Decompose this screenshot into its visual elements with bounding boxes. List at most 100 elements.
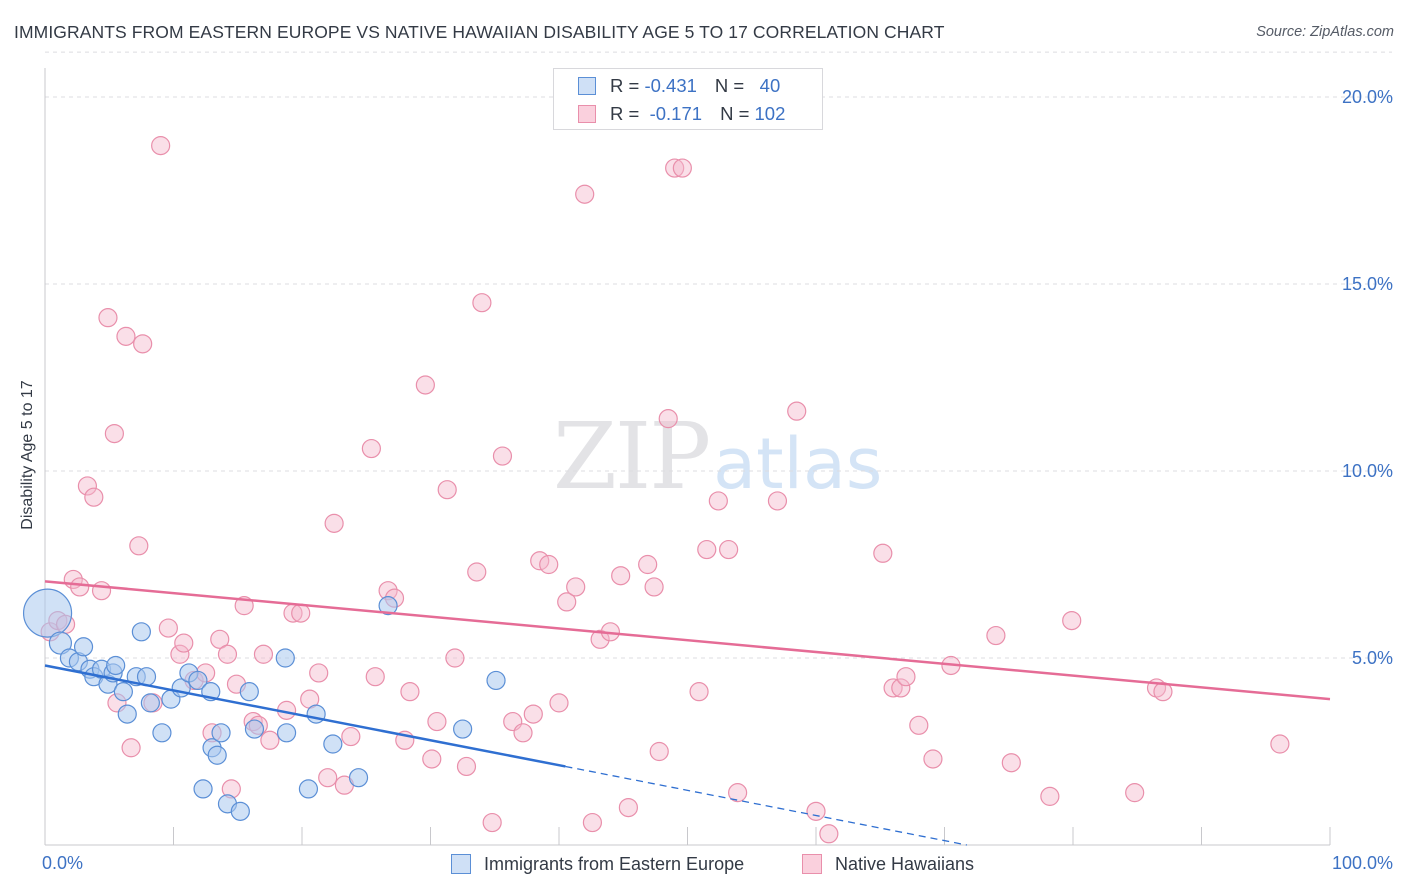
pink-point: [590, 629, 610, 649]
blue-point: [73, 637, 94, 657]
pink-point: [437, 480, 457, 500]
pink-point: [133, 334, 153, 354]
pink-point: [98, 308, 118, 328]
legend-r-label: R =: [610, 103, 640, 124]
series-swatch-pink: [802, 854, 822, 874]
blue-trendline: [44, 664, 566, 768]
pink-point: [253, 644, 274, 664]
pink-point: [70, 577, 90, 597]
pink-point: [121, 738, 141, 758]
pink-point: [549, 693, 569, 713]
legend-r-value: -0.431: [644, 75, 697, 96]
pink-point: [575, 184, 595, 204]
pink-point: [539, 554, 559, 575]
pink-point: [923, 749, 943, 769]
pink-point: [658, 409, 678, 429]
legend-row-blue: R = -0.431 N = 40: [578, 73, 780, 99]
pink-point: [1040, 786, 1060, 806]
series-swatch-blue: [451, 854, 471, 874]
blue-point: [276, 723, 297, 743]
y-tick-label: 5.0%: [1352, 648, 1393, 668]
pink-point: [91, 581, 112, 601]
pink-point: [767, 491, 788, 511]
pink-point: [1125, 783, 1145, 803]
pink-point: [523, 704, 543, 724]
blue-point: [453, 719, 473, 739]
y-tick-label: 20.0%: [1342, 87, 1393, 107]
pink-point: [472, 293, 492, 313]
pink-point: [719, 539, 739, 560]
blue-point: [131, 622, 151, 642]
pink-point: [873, 543, 893, 563]
pink-point: [1270, 734, 1290, 754]
pink-point: [618, 797, 638, 818]
legend-swatch-blue: [578, 77, 596, 95]
blue-point: [378, 596, 398, 616]
pink-point: [896, 667, 916, 687]
blue-point: [106, 655, 126, 676]
pink-point: [649, 741, 669, 762]
pink-point: [513, 723, 533, 743]
pink-point: [427, 711, 447, 732]
pink-point: [806, 801, 826, 821]
pink-point: [104, 424, 124, 444]
pink-point: [697, 539, 717, 560]
blue-point: [348, 768, 369, 788]
blue-point: [152, 723, 172, 743]
pink-point: [467, 562, 487, 582]
pink-point: [174, 633, 194, 653]
pink-point: [84, 487, 104, 507]
correlation-legend: R = -0.431 N = 40 R = -0.171 N = 102: [553, 68, 823, 130]
legend-r-label: R =: [610, 75, 640, 96]
blue-point: [275, 648, 295, 668]
series-name-blue: Immigrants from Eastern Europe: [484, 853, 745, 874]
legend-n-value: 102: [754, 103, 786, 124]
legend-r-value: -0.171: [649, 103, 703, 124]
y-tick-label: 10.0%: [1342, 461, 1393, 481]
pink-point: [482, 812, 502, 833]
blue-point: [188, 670, 208, 691]
legend-swatch-pink: [578, 105, 596, 123]
pink-point: [361, 438, 381, 459]
pink-point: [986, 625, 1006, 646]
pink-point: [77, 476, 98, 496]
pink-point: [672, 158, 692, 178]
y-axis-title: Disability Age 5 to 17: [19, 380, 36, 530]
blue-point: [48, 631, 73, 655]
source-label: Source: ZipAtlas.com: [1256, 24, 1394, 40]
blue-point: [486, 670, 506, 691]
pink-point: [582, 812, 603, 833]
legend-row-pink: R = -0.171 N = 102: [578, 101, 785, 127]
y-tick-label: 15.0%: [1342, 274, 1393, 294]
pink-point: [1062, 610, 1082, 631]
pink-point: [611, 566, 631, 586]
pink-point: [400, 682, 420, 702]
pink-point: [291, 603, 311, 623]
pink-point: [422, 749, 442, 769]
pink-point: [1001, 753, 1021, 773]
blue-point: [117, 704, 137, 724]
blue-point: [298, 779, 319, 799]
pink-point: [819, 824, 839, 844]
legend-n-label: N =: [720, 103, 750, 124]
pink-point: [129, 536, 149, 556]
pink-point: [665, 158, 685, 178]
legend-n-label: N =: [714, 75, 745, 96]
pink-point: [566, 577, 586, 597]
pink-point: [217, 644, 238, 664]
blue-point: [193, 779, 213, 799]
pink-point: [708, 491, 728, 511]
pink-point: [309, 663, 329, 683]
pink-point: [260, 730, 280, 750]
x-tick-label: 100.0%: [1332, 853, 1393, 873]
pink-point: [151, 136, 171, 156]
pink-point: [158, 618, 178, 638]
blue-point: [140, 693, 160, 713]
series-legend-pink: Native Hawaiians: [802, 851, 974, 877]
blue-point: [323, 734, 343, 754]
pink-point: [116, 326, 136, 346]
pink-point: [210, 629, 230, 649]
pink-trendline: [44, 580, 1331, 701]
blue-point: [22, 588, 73, 638]
